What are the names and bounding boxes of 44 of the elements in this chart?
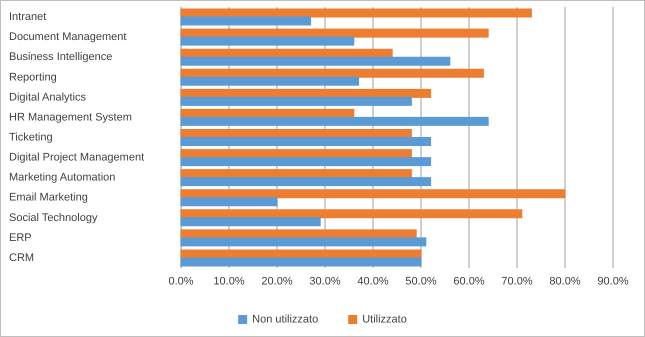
bar [180,217,321,226]
y-tick-label: CRM [9,252,34,264]
x-tick-label: 50.0% [405,276,437,288]
bar [180,237,426,246]
bar [180,116,489,126]
bar [180,197,278,206]
legend-label: Non utilizzato [252,314,318,326]
x-tick-label: 90.0% [597,276,629,288]
y-tick-label: Ticketing [9,132,53,144]
y-tick-label: Intranet [9,11,46,24]
bar [180,88,432,98]
bar [180,157,432,166]
bar [180,257,422,266]
bar [180,137,432,146]
bar [180,36,354,46]
x-tick-label: 10.0% [213,276,245,288]
bar [180,16,312,26]
bar [180,209,522,218]
x-tick-label: 0.0% [168,276,194,288]
x-tick-label: 40.0% [357,276,389,288]
y-tick-label: Reporting [9,71,57,84]
x-tick-label: 20.0% [261,276,293,288]
y-tick-label: Digital Project Management [9,152,144,164]
y-tick-label: Email Marketing [9,192,88,204]
y-tick-label: Digital Analytics [9,91,87,104]
y-tick-label: HR Management System [9,111,132,124]
y-tick-label: Social Technology [9,212,98,224]
y-tick-label: ERP [9,232,32,244]
x-tick-label: 60.0% [453,276,485,288]
y-tick-label: Marketing Automation [9,172,116,184]
bar [180,56,450,66]
bar [180,177,432,186]
bar [180,28,489,38]
y-tick-label: Document Management [9,31,126,44]
bar [180,76,360,86]
x-tick-label: 80.0% [549,276,581,288]
y-tick-label: Business Intelligence [9,51,112,64]
bar [180,96,412,106]
x-tick-label: 30.0% [309,276,341,288]
bar [180,8,532,18]
bar [180,189,566,198]
legend-label: Utilizzato [362,314,407,326]
x-tick-label: 70.0% [501,276,533,288]
bar [180,68,484,78]
